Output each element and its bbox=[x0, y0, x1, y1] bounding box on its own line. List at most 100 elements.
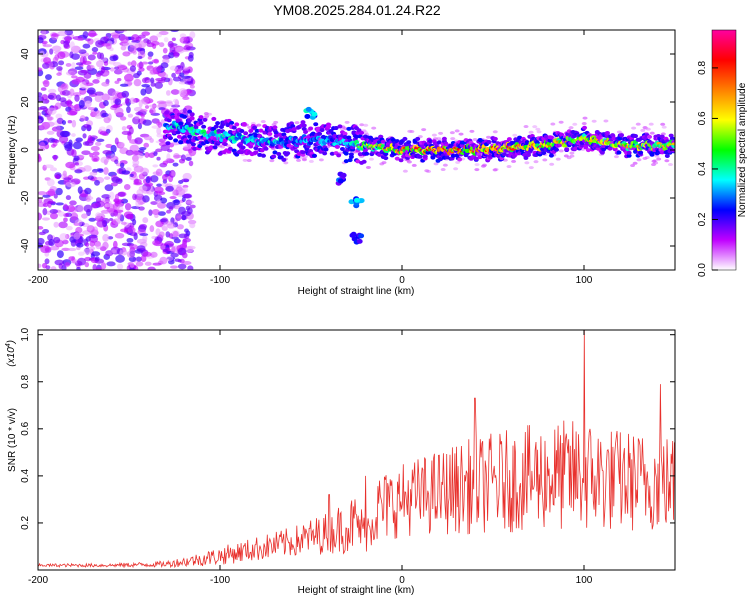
heatmap-noise-cell bbox=[57, 31, 67, 37]
heatmap-cell bbox=[189, 112, 195, 117]
heatmap-noise-cell bbox=[39, 141, 46, 149]
heatmap-noise-cell bbox=[129, 244, 138, 250]
heatmap-cell bbox=[457, 157, 463, 162]
heatmap-noise-cell bbox=[42, 107, 49, 112]
heatmap-noise-cell bbox=[582, 116, 588, 120]
heatmap-noise-cell bbox=[106, 261, 116, 267]
heatmap-noise-cell bbox=[53, 154, 58, 161]
heatmap-cell bbox=[337, 124, 343, 129]
x-tick-label: 100 bbox=[576, 275, 593, 286]
heatmap-noise-cell bbox=[46, 130, 55, 135]
heatmap-cell bbox=[618, 133, 624, 138]
heatmap-noise-cell bbox=[102, 149, 113, 155]
heatmap-cell bbox=[308, 126, 314, 131]
heatmap-noise-cell bbox=[87, 134, 93, 143]
heatmap-noise-cell bbox=[181, 210, 191, 217]
heatmap-noise-cell bbox=[139, 223, 148, 230]
heatmap-noise-cell bbox=[113, 69, 123, 75]
heatmap-noise-cell bbox=[125, 149, 134, 156]
heatmap-noise-cell bbox=[76, 242, 84, 248]
heatmap-noise-cell bbox=[506, 165, 512, 169]
heatmap-noise-cell bbox=[116, 263, 124, 270]
heatmap-noise-cell bbox=[165, 221, 174, 226]
heatmap-noise-cell bbox=[137, 123, 142, 130]
heatmap-noise-cell bbox=[101, 112, 109, 118]
heatmap-noise-cell bbox=[156, 127, 162, 135]
heatmap-noise-cell bbox=[133, 182, 143, 186]
heatmap-noise-cell bbox=[95, 72, 102, 77]
heatmap-noise-cell bbox=[96, 138, 105, 142]
heatmap-cell bbox=[167, 136, 173, 141]
heatmap-cell bbox=[325, 124, 331, 129]
heatmap-cell bbox=[267, 131, 273, 136]
heatmap-noise-cell bbox=[42, 79, 50, 88]
heatmap-cell bbox=[473, 156, 479, 161]
heatmap-noise-cell bbox=[121, 90, 130, 98]
heatmap-noise-cell bbox=[120, 116, 127, 121]
heatmap-cell bbox=[319, 128, 325, 133]
heatmap-noise-cell bbox=[87, 106, 96, 111]
heatmap-noise-cell bbox=[40, 87, 47, 91]
heatmap-noise-cell bbox=[126, 250, 136, 258]
heatmap-noise-cell bbox=[41, 94, 48, 101]
heatmap-cell bbox=[492, 136, 498, 141]
x-tick-label: -200 bbox=[28, 575, 48, 586]
heatmap-noise-cell bbox=[66, 99, 73, 108]
heatmap-feature-cell bbox=[349, 232, 356, 238]
heatmap-noise-cell bbox=[58, 97, 67, 103]
heatmap-noise-cell bbox=[140, 255, 147, 262]
heatmap-noise-cell bbox=[54, 259, 65, 266]
heatmap-noise-cell bbox=[294, 121, 300, 125]
heatmap-noise-cell bbox=[152, 262, 162, 266]
y-tick-label: 20 bbox=[20, 96, 31, 108]
spectrogram-ylabel: Frequency (Hz) bbox=[7, 116, 18, 185]
heatmap-noise-cell bbox=[152, 67, 157, 75]
y-tick-label: 0.2 bbox=[20, 516, 31, 530]
heatmap-noise-cell bbox=[407, 129, 413, 133]
colorbar-tick-label: 0.2 bbox=[697, 212, 708, 226]
heatmap-noise-cell bbox=[82, 141, 90, 146]
heatmap-noise-cell bbox=[486, 135, 492, 139]
heatmap-noise-cell bbox=[159, 197, 168, 204]
heatmap-cell bbox=[187, 134, 193, 139]
heatmap-noise-cell bbox=[167, 40, 174, 48]
heatmap-cell bbox=[364, 151, 370, 156]
x-tick-label: -100 bbox=[210, 275, 230, 286]
heatmap-noise-cell bbox=[103, 100, 109, 107]
heatmap-noise-cell bbox=[150, 201, 158, 205]
heatmap-noise-cell bbox=[166, 209, 171, 214]
heatmap-noise-cell bbox=[142, 251, 152, 257]
heatmap-cell bbox=[272, 150, 278, 155]
heatmap-noise-cell bbox=[57, 211, 65, 217]
heatmap-noise-cell bbox=[139, 233, 149, 237]
heatmap-noise-cell bbox=[132, 159, 140, 166]
y-tick-label: 0.4 bbox=[20, 468, 31, 482]
y-tick-label: -40 bbox=[20, 238, 31, 253]
heatmap-cell bbox=[633, 134, 639, 139]
heatmap-cell bbox=[311, 153, 317, 158]
heatmap-noise-cell bbox=[152, 240, 160, 246]
heatmap-noise-cell bbox=[203, 112, 209, 116]
heatmap-feature-cell bbox=[337, 178, 344, 184]
heatmap-noise-cell bbox=[63, 217, 68, 223]
heatmap-cell bbox=[517, 135, 523, 140]
heatmap-noise-cell bbox=[59, 130, 70, 138]
heatmap-noise-cell bbox=[160, 144, 170, 152]
heatmap-noise-cell bbox=[86, 225, 95, 233]
heatmap-noise-cell bbox=[558, 120, 564, 124]
heatmap-noise-cell bbox=[38, 107, 44, 111]
heatmap-cell bbox=[300, 150, 306, 155]
heatmap-cell bbox=[227, 146, 233, 151]
heatmap-cell bbox=[336, 153, 342, 158]
heatmap-noise-cell bbox=[148, 152, 155, 158]
heatmap-noise-cell bbox=[187, 54, 194, 62]
heatmap-noise-cell bbox=[89, 152, 94, 158]
heatmap-cell bbox=[193, 125, 199, 130]
heatmap-noise-cell bbox=[438, 131, 444, 135]
heatmap-noise-cell bbox=[43, 57, 52, 64]
heatmap-noise-cell bbox=[164, 101, 174, 107]
heatmap-noise-cell bbox=[58, 221, 68, 229]
heatmap-cell bbox=[444, 155, 450, 160]
heatmap-noise-cell bbox=[172, 76, 182, 82]
heatmap-cell bbox=[599, 150, 605, 155]
